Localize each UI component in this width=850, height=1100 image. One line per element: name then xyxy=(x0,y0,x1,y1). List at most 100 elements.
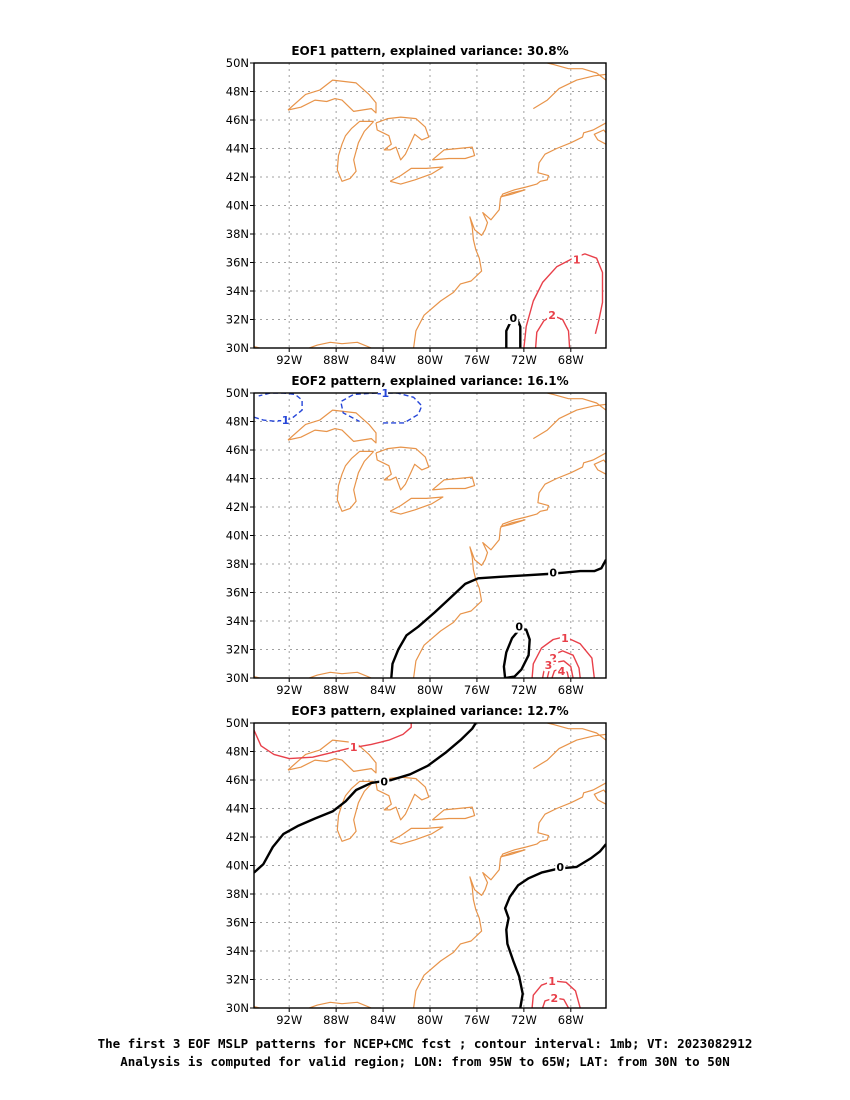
coastline xyxy=(500,849,526,858)
coastline xyxy=(547,723,606,741)
coastline xyxy=(287,739,377,774)
coastline xyxy=(413,782,606,1008)
coastline xyxy=(431,476,476,491)
coastline xyxy=(375,446,430,491)
x-tick-label: 72W xyxy=(511,1013,537,1027)
contour-positive-1 xyxy=(523,253,604,348)
y-tick-label: 30N xyxy=(226,1001,249,1015)
coastline xyxy=(389,496,444,515)
contour-label: -1 xyxy=(377,387,389,400)
contour-label: 4 xyxy=(558,665,566,678)
coastline xyxy=(532,73,606,110)
y-tick-label: 46N xyxy=(226,773,249,787)
y-tick-label: 50N xyxy=(226,716,249,730)
coastline xyxy=(336,450,375,512)
y-tick-label: 38N xyxy=(226,557,249,571)
x-tick-label: 92W xyxy=(276,683,302,697)
contour-label: 0 xyxy=(549,567,557,580)
contour-label-bg xyxy=(543,659,554,672)
y-tick-label: 44N xyxy=(226,142,249,156)
coastline xyxy=(532,733,606,770)
coastline xyxy=(336,780,375,842)
x-tick-label: 72W xyxy=(511,683,537,697)
contour-label: 3 xyxy=(545,659,553,672)
contour-positive-1 xyxy=(531,636,595,678)
contour-label-bg xyxy=(571,253,582,266)
y-tick-label: 48N xyxy=(226,415,249,429)
y-tick-label: 34N xyxy=(226,944,249,958)
eof2-title: EOF2 pattern, explained variance: 16.1% xyxy=(291,374,568,388)
contour-positive-1 xyxy=(254,723,412,760)
contour-label-bg xyxy=(278,414,289,427)
y-tick-label: 30N xyxy=(226,671,249,685)
contour-label: 1 xyxy=(350,741,358,754)
figure-caption-line-1: The first 3 EOF MSLP patterns for NCEP+C… xyxy=(97,1036,753,1051)
coastline xyxy=(431,146,476,161)
contour-label: 2 xyxy=(549,652,557,665)
x-tick-label: 84W xyxy=(370,683,396,697)
y-tick-label: 42N xyxy=(226,830,249,844)
y-tick-label: 36N xyxy=(226,586,249,600)
y-tick-label: 30N xyxy=(226,341,249,355)
y-tick-label: 46N xyxy=(226,113,249,127)
y-tick-label: 44N xyxy=(226,802,249,816)
y-tick-label: 40N xyxy=(226,859,249,873)
contour-label: 1 xyxy=(561,632,569,645)
y-tick-label: 50N xyxy=(226,56,249,70)
y-tick-label: 50N xyxy=(226,386,249,400)
coastline xyxy=(375,776,430,821)
coastline xyxy=(254,1001,372,1008)
coastline xyxy=(413,122,606,348)
y-tick-label: 32N xyxy=(226,643,249,657)
y-tick-label: 36N xyxy=(226,256,249,270)
x-tick-label: 88W xyxy=(323,683,349,697)
contour-label-bg xyxy=(508,312,519,325)
coastline xyxy=(389,826,444,845)
y-tick-label: 48N xyxy=(226,85,249,99)
coastline xyxy=(500,189,526,198)
coastline xyxy=(593,129,606,145)
contour-label-bg xyxy=(378,387,389,399)
contour-label: 0 xyxy=(509,312,517,325)
coastline xyxy=(389,166,444,185)
contour-label: 2 xyxy=(548,309,556,322)
eof1-title: EOF1 pattern, explained variance: 30.8% xyxy=(291,44,568,58)
y-tick-label: 48N xyxy=(226,745,249,759)
contour-label-bg xyxy=(555,860,566,873)
contour-label-bg xyxy=(547,974,558,987)
x-tick-label: 92W xyxy=(276,1013,302,1027)
contour-label: 2 xyxy=(551,992,559,1005)
contour-label-bg xyxy=(547,309,558,322)
eof3-title: EOF3 pattern, explained variance: 12.7% xyxy=(291,704,568,718)
x-tick-label: 76W xyxy=(464,683,490,697)
contour-zero-0 xyxy=(502,628,531,678)
x-tick-label: 76W xyxy=(464,353,490,367)
coastline xyxy=(431,806,476,821)
coastline xyxy=(375,116,430,161)
coastline xyxy=(287,79,377,114)
x-tick-label: 88W xyxy=(323,1013,349,1027)
y-tick-label: 36N xyxy=(226,916,249,930)
contour-label-bg xyxy=(348,741,359,754)
y-tick-label: 46N xyxy=(226,443,249,457)
coastline xyxy=(547,63,606,81)
coastline xyxy=(593,789,606,805)
coastline xyxy=(500,519,526,528)
x-tick-label: 72W xyxy=(511,353,537,367)
x-tick-label: 80W xyxy=(417,1013,443,1027)
y-tick-label: 44N xyxy=(226,472,249,486)
contour-zero-0 xyxy=(503,843,606,1008)
coastline xyxy=(254,671,372,678)
contour-label-bg xyxy=(549,992,560,1005)
contour-label-bg xyxy=(548,652,559,665)
y-tick-label: 34N xyxy=(226,614,249,628)
x-tick-label: 80W xyxy=(417,353,443,367)
y-tick-label: 40N xyxy=(226,199,249,213)
contour-label: -1 xyxy=(277,414,289,427)
coastline xyxy=(593,459,606,475)
y-tick-label: 32N xyxy=(226,313,249,327)
coastline xyxy=(532,403,606,440)
coastline xyxy=(254,341,372,348)
contour-label: 0 xyxy=(380,775,388,788)
figure-caption-line-2: Analysis is computed for valid region; L… xyxy=(120,1054,730,1069)
